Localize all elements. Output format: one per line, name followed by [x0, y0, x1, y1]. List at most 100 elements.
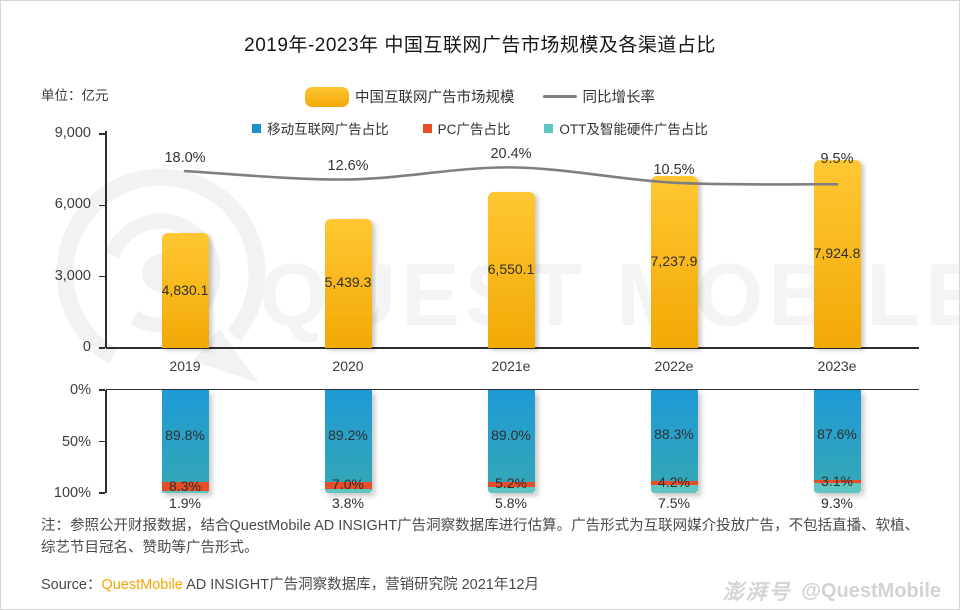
top-chart-y-tick: [99, 204, 105, 206]
top-chart-y-tick-label: 6,000: [54, 196, 91, 213]
bottom-chart-y-tick-label: 100%: [53, 485, 91, 501]
ott-share-label: 3.8%: [332, 495, 364, 511]
legend-row-1: 中国互联网广告市场规模 同比增长率: [1, 86, 959, 107]
channel-share-bar-2022e: [650, 390, 698, 493]
mobile-share-label: 89.2%: [328, 426, 368, 443]
footnote: 注：参照公开财报数据，结合QuestMobile AD INSIGHT广告洞察数…: [41, 518, 920, 557]
top-chart-y-axis: [105, 131, 107, 348]
legend-growth-rate-label: 同比增长率: [582, 90, 656, 106]
market-size-value-label: 5,439.3: [324, 274, 372, 291]
market-size-swatch: [305, 86, 349, 107]
growth-line-swatch: [542, 94, 577, 99]
page-title: 2019年-2023年 中国互联网广告市场规模及各渠道占比: [244, 35, 716, 56]
questmobile-logo-watermark: [56, 168, 266, 383]
pengpai-logo: 澎湃号: [722, 581, 792, 604]
legend-item-ott: OTT及智能硬件广告占比: [544, 118, 708, 138]
legend-pc-label: PC广告占比: [437, 122, 511, 137]
channel-share-bar-2021e: [487, 390, 535, 493]
x-axis-label-2019: 2019: [169, 358, 201, 374]
pc-share-segment: [813, 480, 861, 484]
mobile-share-swatch: [252, 123, 262, 133]
legend-ott-label: OTT及智能硬件广告占比: [559, 122, 708, 137]
pc-share-label: 8.3%: [169, 477, 201, 494]
ott-share-segment: [161, 491, 209, 493]
pc-share-swatch: [422, 123, 432, 133]
unit-label: 单位：亿元: [41, 88, 109, 103]
market-size-bar-2021e: [487, 192, 535, 348]
top-chart-y-tick: [99, 276, 105, 278]
watermark-account: @QuestMobile: [801, 579, 941, 602]
x-axis-label-2023e: 2023e: [817, 358, 857, 374]
mobile-share-label: 88.3%: [654, 426, 694, 443]
growth-rate-label: 12.6%: [327, 158, 369, 175]
mobile-share-label: 87.6%: [817, 426, 857, 443]
top-chart-y-tick-label: 9,000: [54, 125, 91, 141]
market-size-value-label: 7,924.8: [813, 244, 861, 261]
legend-row-2: 移动互联网广告占比 PC广告占比 OTT及智能硬件广告占比: [1, 118, 959, 138]
bottom-chart-y-tick-label: 0%: [70, 382, 91, 398]
mobile-share-segment: [161, 390, 209, 483]
x-axis-label-2021e: 2021e: [491, 358, 531, 374]
mobile-share-segment: [487, 390, 535, 482]
bottom-chart-x-axis: [106, 388, 919, 391]
mobile-share-segment: [650, 390, 698, 481]
mobile-share-segment: [813, 390, 861, 481]
ott-share-segment: [813, 483, 861, 493]
growth-rate-label: 9.5%: [820, 150, 854, 167]
top-chart-y-tick: [99, 133, 105, 135]
market-size-bar-2020: [324, 218, 372, 348]
ott-share-segment: [487, 487, 535, 493]
bottom-chart-y-axis: [105, 390, 107, 493]
pc-share-segment: [650, 480, 698, 486]
market-size-value-label: 4,830.1: [161, 281, 209, 298]
ott-share-swatch: [544, 123, 554, 133]
legend-item-growth-rate: 同比增长率: [542, 86, 656, 107]
top-chart-y-tick: [99, 347, 105, 349]
market-size-value-label: 6,550.1: [487, 261, 535, 278]
bottom-chart-y-tick: [99, 440, 105, 443]
ott-share-segment: [324, 489, 372, 493]
channel-share-bar-2023e: [813, 390, 861, 493]
pc-share-segment: [324, 481, 372, 490]
market-size-bar-2019: [161, 233, 209, 348]
channel-share-bar-2019: [161, 390, 209, 493]
top-chart-y-tick-label: 0: [82, 339, 91, 355]
mobile-share-label: 89.0%: [491, 426, 531, 443]
growth-rate-label: 20.4%: [490, 146, 532, 163]
pc-share-label: 5.2%: [495, 475, 527, 492]
pc-share-label: 4.2%: [658, 474, 690, 491]
pc-share-label: 7.0%: [332, 476, 364, 493]
mobile-share-label: 89.8%: [165, 427, 205, 444]
growth-rate-label: 18.0%: [164, 150, 206, 167]
pc-share-segment: [487, 481, 535, 487]
channel-share-bar-2020: [324, 390, 372, 493]
market-size-value-label: 7,237.9: [650, 252, 698, 269]
bottom-chart-y-tick: [99, 389, 105, 391]
top-chart-y-tick-label: 3,000: [54, 267, 91, 284]
bottom-chart-y-tick: [99, 492, 105, 494]
corner-watermark: 澎湃号 @QuestMobile: [722, 576, 941, 606]
source-brand: QuestMobile: [101, 577, 183, 593]
source-label: Source：: [41, 577, 102, 593]
pc-share-segment: [161, 482, 209, 492]
legend-mobile-label: 移动互联网广告占比: [267, 122, 389, 137]
ott-share-segment: [650, 485, 698, 493]
pc-share-label: 3.1%: [821, 472, 853, 489]
x-axis-label-2020: 2020: [332, 358, 364, 374]
legend-item-mobile: 移动互联网广告占比: [252, 118, 389, 138]
ott-share-label: 1.9%: [169, 495, 201, 511]
legend-market-size-label: 中国互联网广告市场规模: [355, 90, 515, 106]
x-axis-label-2022e: 2022e: [654, 358, 694, 374]
ott-share-label: 5.8%: [495, 495, 527, 511]
market-size-bar-2023e: [813, 159, 861, 348]
legend-item-pc: PC广告占比: [422, 118, 511, 138]
market-size-bar-2022e: [650, 175, 698, 348]
source-rest: AD INSIGHT广告洞察数据库，营销研究院 2021年12月: [182, 577, 539, 593]
bottom-chart-y-tick-label: 50%: [61, 433, 91, 450]
mobile-share-segment: [324, 390, 372, 482]
source-line: Source：QuestMobile AD INSIGHT广告洞察数据库，营销研…: [41, 573, 539, 594]
legend-item-market-size: 中国互联网广告市场规模: [305, 86, 515, 107]
growth-rate-label: 10.5%: [653, 161, 695, 178]
